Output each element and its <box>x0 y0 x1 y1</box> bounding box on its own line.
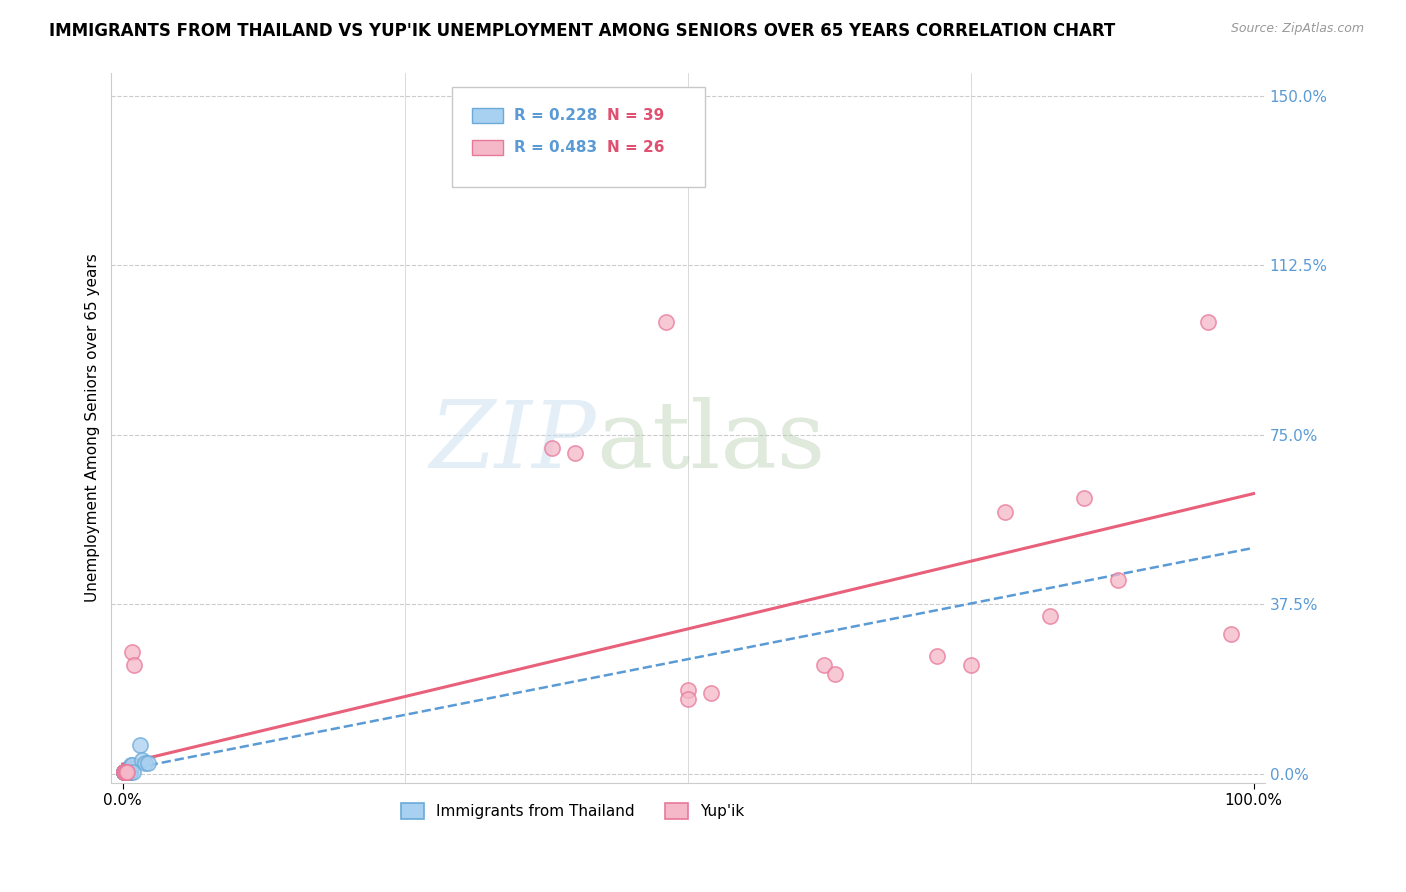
Point <box>115 764 138 779</box>
Point <box>112 764 135 779</box>
Point <box>122 658 145 673</box>
Point <box>115 764 138 779</box>
Bar <box>472 108 503 123</box>
Point <box>115 764 138 779</box>
Point <box>700 685 723 699</box>
Point <box>117 764 139 779</box>
Point <box>1039 608 1062 623</box>
Point <box>960 658 983 673</box>
Point <box>131 753 153 767</box>
Point <box>813 658 835 673</box>
Point <box>136 756 159 770</box>
Point <box>676 683 699 698</box>
Point <box>1197 315 1219 329</box>
Bar <box>472 140 503 155</box>
Point <box>114 764 136 779</box>
Point <box>676 692 699 706</box>
Point <box>112 764 135 779</box>
Point <box>114 764 136 779</box>
Point <box>114 764 136 779</box>
Point <box>114 764 136 779</box>
Y-axis label: Unemployment Among Seniors over 65 years: Unemployment Among Seniors over 65 years <box>86 253 100 602</box>
Point <box>115 764 138 779</box>
Text: R = 0.483: R = 0.483 <box>515 140 598 155</box>
Legend: Immigrants from Thailand, Yup'ik: Immigrants from Thailand, Yup'ik <box>395 797 751 825</box>
Point <box>121 758 143 772</box>
Point <box>114 764 136 779</box>
Point <box>121 645 143 659</box>
Point <box>117 764 139 779</box>
Point <box>115 764 138 779</box>
Text: atlas: atlas <box>596 397 825 487</box>
Point <box>994 505 1017 519</box>
FancyBboxPatch shape <box>451 87 706 186</box>
Point <box>115 764 138 779</box>
Point <box>115 764 138 779</box>
Text: Source: ZipAtlas.com: Source: ZipAtlas.com <box>1230 22 1364 36</box>
Point <box>1219 627 1241 641</box>
Point <box>114 764 136 779</box>
Point <box>112 764 135 779</box>
Point <box>122 764 145 779</box>
Point <box>118 764 141 779</box>
Point <box>120 758 142 772</box>
Point <box>114 764 136 779</box>
Point <box>114 764 136 779</box>
Text: ZIP: ZIP <box>429 397 596 487</box>
Point <box>115 764 138 779</box>
Point <box>1073 491 1095 505</box>
Point <box>654 315 676 329</box>
Point <box>114 764 136 779</box>
Point <box>115 764 138 779</box>
Point <box>114 764 136 779</box>
Point <box>112 764 135 779</box>
Point <box>115 764 138 779</box>
Point <box>112 764 135 779</box>
Point <box>117 764 139 779</box>
Point <box>128 738 150 752</box>
Text: N = 26: N = 26 <box>607 140 664 155</box>
Point <box>564 446 586 460</box>
Point <box>541 442 564 456</box>
Point <box>925 649 948 664</box>
Point <box>115 764 138 779</box>
Point <box>134 756 156 770</box>
Point <box>115 764 138 779</box>
Point <box>118 764 141 779</box>
Point <box>824 667 846 681</box>
Point <box>1107 573 1129 587</box>
Point <box>112 764 135 779</box>
Point <box>112 764 135 779</box>
Point <box>114 764 136 779</box>
Point <box>112 764 135 779</box>
Text: R = 0.228: R = 0.228 <box>515 108 598 123</box>
Point <box>112 764 135 779</box>
Point <box>112 764 135 779</box>
Point <box>118 764 141 779</box>
Text: N = 39: N = 39 <box>607 108 664 123</box>
Text: IMMIGRANTS FROM THAILAND VS YUP'IK UNEMPLOYMENT AMONG SENIORS OVER 65 YEARS CORR: IMMIGRANTS FROM THAILAND VS YUP'IK UNEMP… <box>49 22 1115 40</box>
Point <box>115 764 138 779</box>
